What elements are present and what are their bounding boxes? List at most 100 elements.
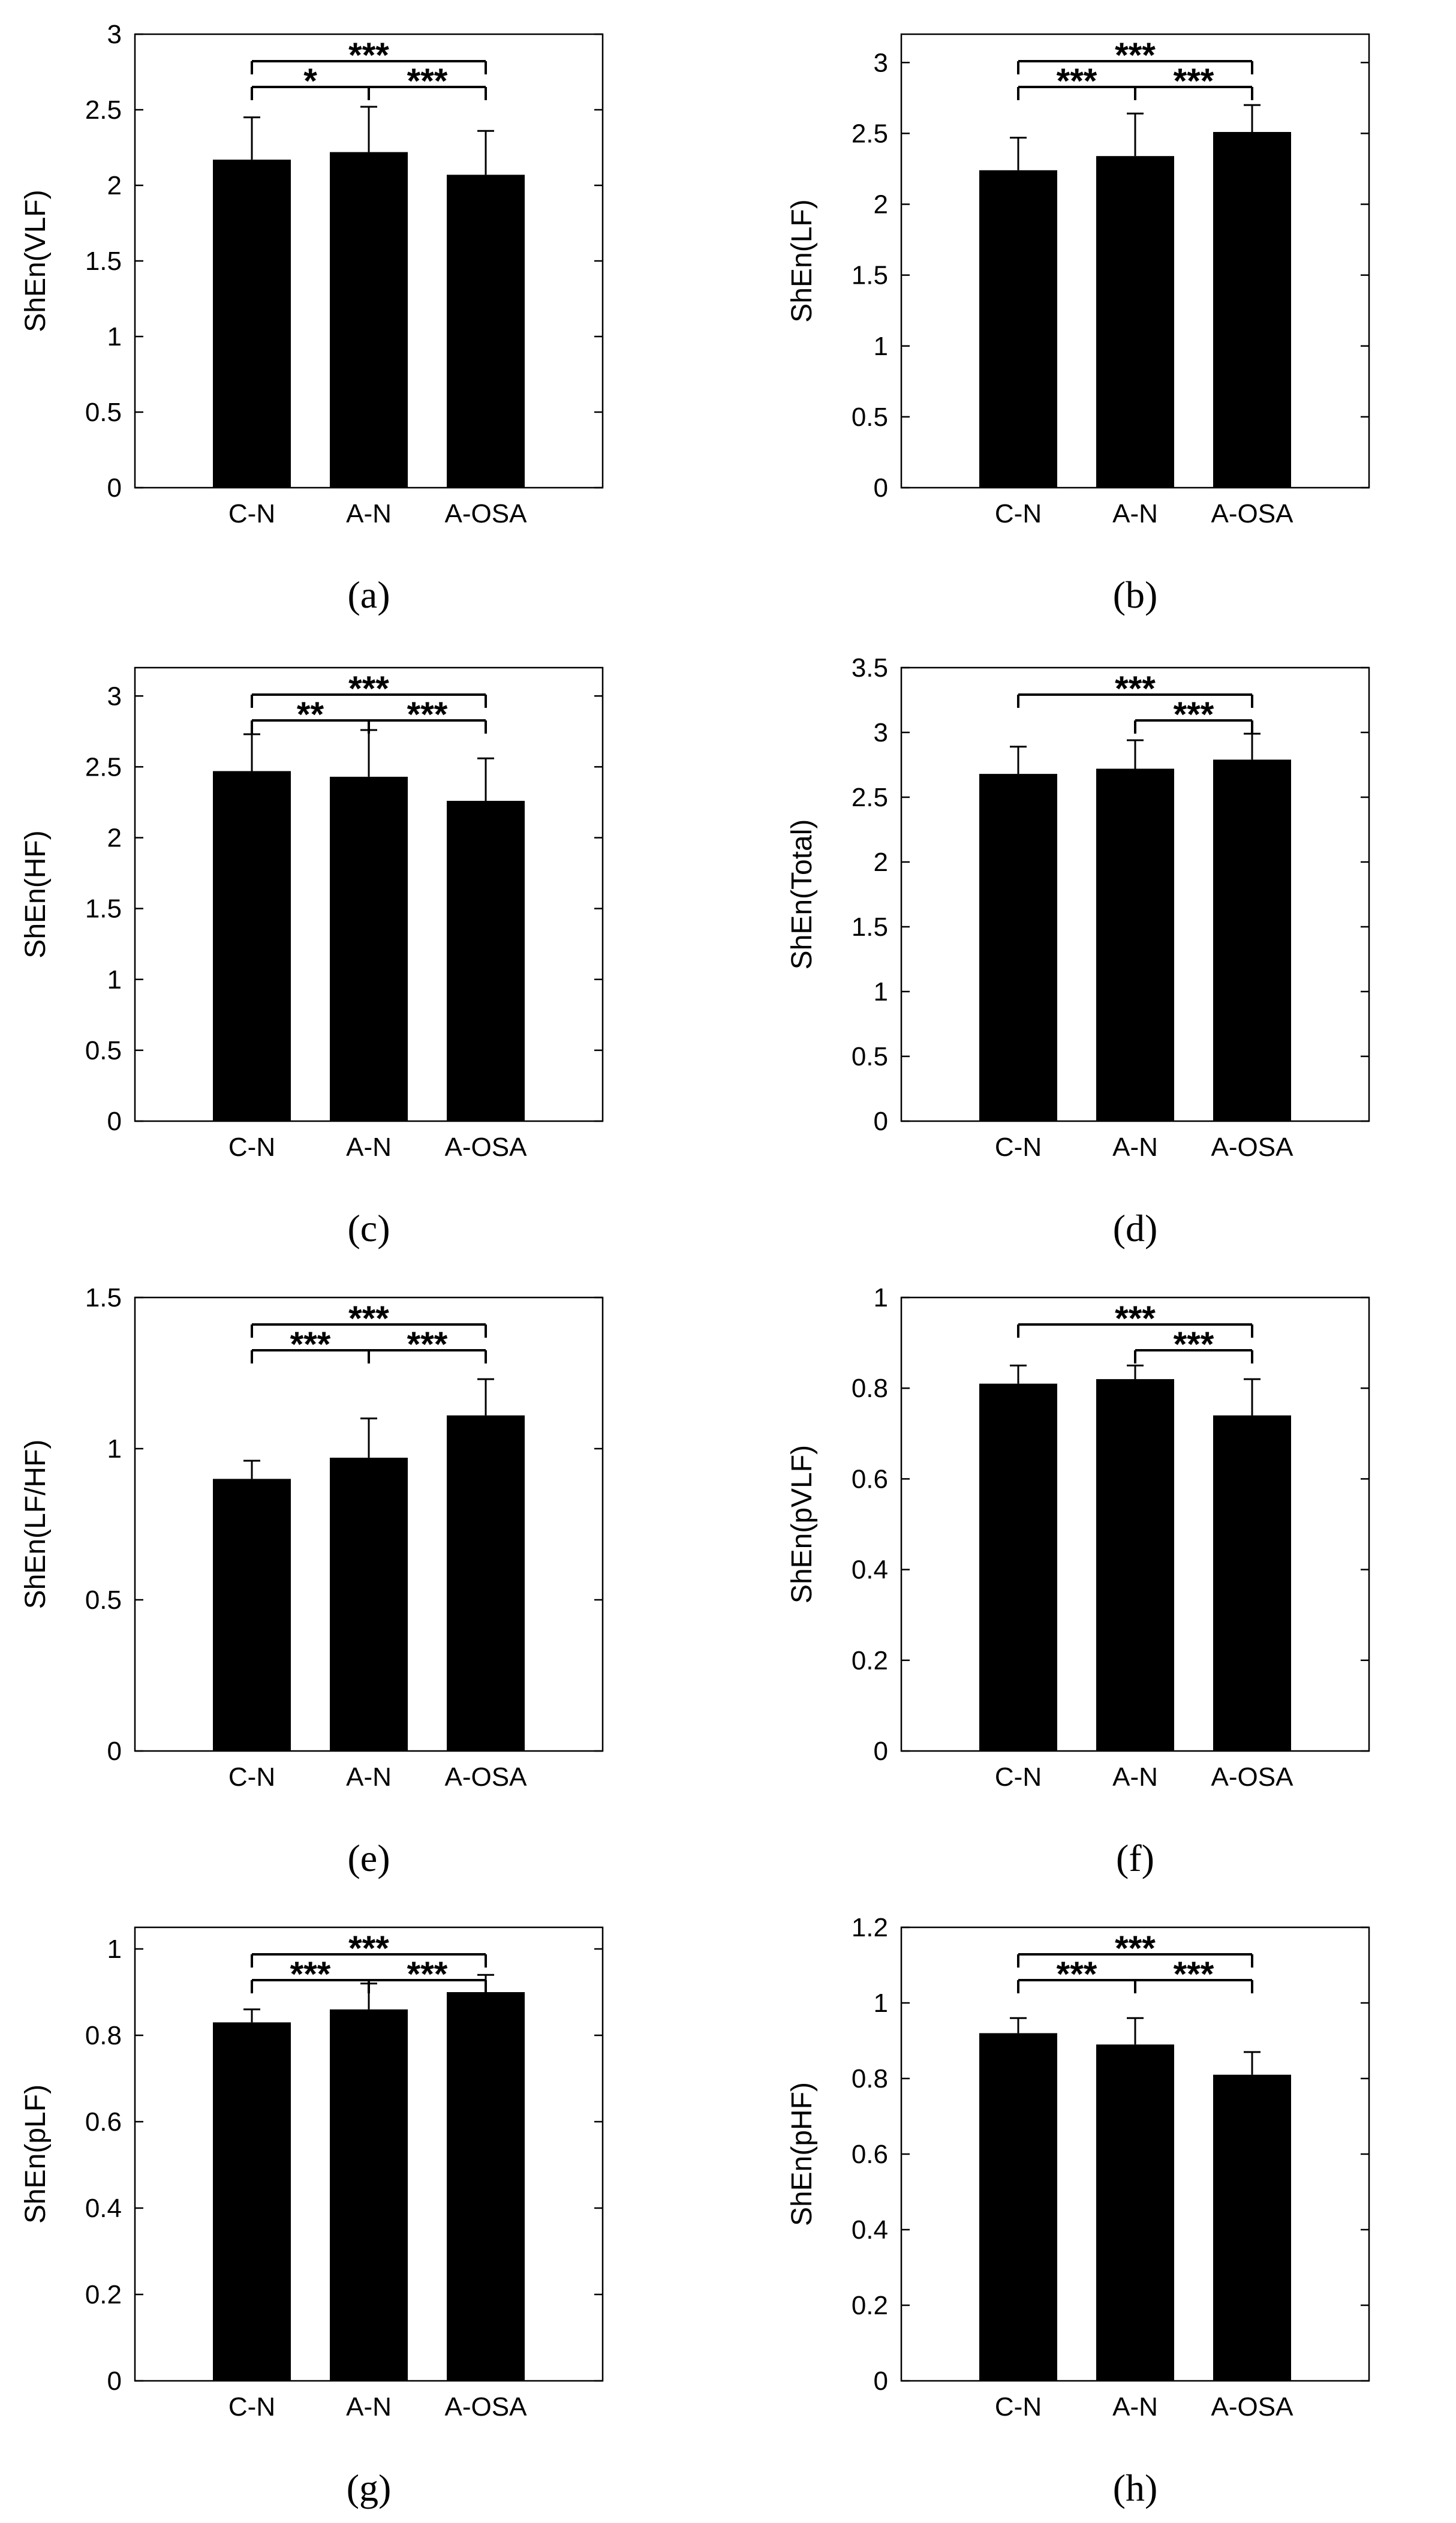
x-tick-label: C-N xyxy=(228,499,275,528)
x-tick-label: C-N xyxy=(228,2392,275,2422)
x-tick-label: A-OSA xyxy=(445,2392,528,2422)
x-tick-label: C-N xyxy=(995,499,1042,528)
bar xyxy=(213,2022,291,2381)
y-tick-label: 0 xyxy=(107,2366,122,2396)
panel-label: (d) xyxy=(1113,1207,1158,1250)
y-tick-label: 1.5 xyxy=(85,247,122,276)
significance-label: *** xyxy=(1057,62,1097,101)
y-tick-label: 2.5 xyxy=(852,119,888,148)
significance-label: *** xyxy=(1057,1955,1097,1994)
y-tick-label: 3 xyxy=(107,20,122,49)
y-tick-label: 0.4 xyxy=(852,1555,888,1585)
y-tick-label: 1.5 xyxy=(85,1283,122,1312)
bar xyxy=(213,1479,291,1751)
panel-h: 0 0.2 0.4 0.6 0.8 1 1.2 C-N A-N A-OSA ShEn(pHF) ***… xyxy=(786,1913,1370,2509)
significance-label: *** xyxy=(1115,1299,1156,1338)
bar xyxy=(213,771,291,1121)
y-tick-label: 0.5 xyxy=(852,403,888,432)
bar xyxy=(330,776,408,1121)
y-tick-label: 0.6 xyxy=(852,1464,888,1494)
y-tick-label: 0.2 xyxy=(852,1646,888,1675)
bar xyxy=(213,160,291,488)
y-tick-label: 1 xyxy=(874,1989,888,2018)
y-tick-label: 3.5 xyxy=(852,653,888,683)
bar xyxy=(1213,132,1291,488)
y-tick-label: 1.5 xyxy=(85,894,122,924)
bar xyxy=(447,1992,525,2381)
panel-d: 0 0.5 1 1.5 2 2.5 3 3.5 C-N A-N A-OSA ShEn(Total) **… xyxy=(786,653,1370,1250)
y-tick-label: 0.4 xyxy=(852,2215,888,2245)
y-tick-label: 0.8 xyxy=(852,1374,888,1403)
bar xyxy=(1096,156,1174,488)
x-tick-label: A-N xyxy=(346,2392,392,2422)
x-tick-label: A-N xyxy=(346,1762,392,1792)
y-tick-label: 3 xyxy=(107,681,122,711)
x-tick-label: A-OSA xyxy=(1211,499,1294,528)
y-tick-label: 2 xyxy=(874,848,888,877)
x-tick-label: A-OSA xyxy=(1211,1133,1294,1162)
significance-label: *** xyxy=(1115,669,1156,708)
panel-f: 0 0.2 0.4 0.6 0.8 1 C-N A-N A-OSA ShEn(pVLF) *** **… xyxy=(786,1283,1370,1879)
significance-label: *** xyxy=(407,1325,448,1364)
y-tick-label: 3 xyxy=(874,48,888,77)
y-tick-label: 2 xyxy=(107,171,122,200)
x-tick-label: C-N xyxy=(995,2392,1042,2422)
y-tick-label: 0 xyxy=(874,1737,888,1766)
panel-g: 0 0.2 0.4 0.6 0.8 1 C-N A-N A-OSA ShEn(pLF) *** ***… xyxy=(20,1926,604,2509)
significance-label: *** xyxy=(1174,1325,1214,1364)
y-tick-label: 0.5 xyxy=(852,1042,888,1071)
y-tick-label: 0.2 xyxy=(852,2291,888,2320)
panel-label: (a) xyxy=(347,573,390,616)
y-tick-label: 0.4 xyxy=(85,2194,122,2223)
panel-label: (c) xyxy=(347,1207,390,1250)
significance-label: *** xyxy=(1115,1929,1156,1968)
significance-label: * xyxy=(303,62,317,101)
y-axis-label: ShEn(VLF) xyxy=(20,190,52,332)
bar xyxy=(447,175,525,488)
y-tick-label: 3 xyxy=(874,718,888,747)
bar xyxy=(1096,2044,1174,2381)
y-tick-label: 0.8 xyxy=(85,2021,122,2050)
bar xyxy=(979,170,1057,488)
significance-label: ** xyxy=(297,695,324,734)
y-tick-label: 1.2 xyxy=(852,1913,888,1942)
y-axis-label: ShEn(pVLF) xyxy=(786,1445,818,1603)
y-tick-label: 1 xyxy=(107,1935,122,1964)
x-tick-label: C-N xyxy=(995,1133,1042,1162)
y-tick-label: 0.5 xyxy=(85,1036,122,1065)
panel-e: 0 0.5 1 1.5 C-N A-N A-OSA ShEn(LF/HF) *** *** *** (… xyxy=(20,1283,604,1879)
x-tick-label: A-OSA xyxy=(445,1133,528,1162)
panel-label: (g) xyxy=(347,2467,392,2509)
y-tick-label: 0.6 xyxy=(852,2140,888,2169)
y-tick-label: 0.6 xyxy=(85,2107,122,2137)
y-tick-label: 1 xyxy=(107,1434,122,1464)
x-tick-label: A-OSA xyxy=(445,499,528,528)
significance-label: *** xyxy=(407,695,448,734)
x-tick-label: A-N xyxy=(1112,1133,1158,1162)
y-tick-label: 1 xyxy=(874,1283,888,1312)
y-tick-label: 0.5 xyxy=(85,398,122,427)
y-tick-label: 2 xyxy=(107,824,122,853)
y-tick-label: 2.5 xyxy=(85,752,122,782)
y-axis-label: ShEn(LF) xyxy=(786,199,818,322)
significance-label: *** xyxy=(1174,62,1214,101)
y-tick-label: 0.5 xyxy=(85,1585,122,1615)
y-tick-label: 1 xyxy=(874,332,888,361)
x-tick-label: A-N xyxy=(1112,499,1158,528)
x-tick-label: A-N xyxy=(1112,1762,1158,1792)
bar xyxy=(1096,768,1174,1121)
panel-label: (b) xyxy=(1113,573,1158,616)
y-tick-label: 0.2 xyxy=(85,2280,122,2309)
y-tick-label: 0 xyxy=(107,473,122,503)
y-tick-label: 1 xyxy=(874,977,888,1007)
bar xyxy=(330,152,408,488)
bar xyxy=(330,2009,408,2381)
y-tick-label: 0 xyxy=(107,1737,122,1766)
y-tick-label: 2.5 xyxy=(852,783,888,812)
y-tick-label: 2 xyxy=(874,190,888,220)
y-tick-label: 0 xyxy=(107,1107,122,1136)
significance-label: *** xyxy=(348,1929,389,1968)
y-tick-label: 1.5 xyxy=(852,912,888,942)
